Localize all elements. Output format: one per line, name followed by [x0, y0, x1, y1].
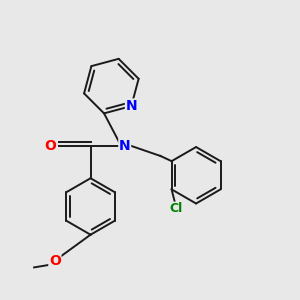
- Text: O: O: [44, 139, 56, 152]
- Text: N: N: [125, 99, 137, 113]
- Text: O: O: [49, 254, 61, 268]
- Text: N: N: [119, 139, 130, 152]
- Text: Cl: Cl: [169, 202, 183, 215]
